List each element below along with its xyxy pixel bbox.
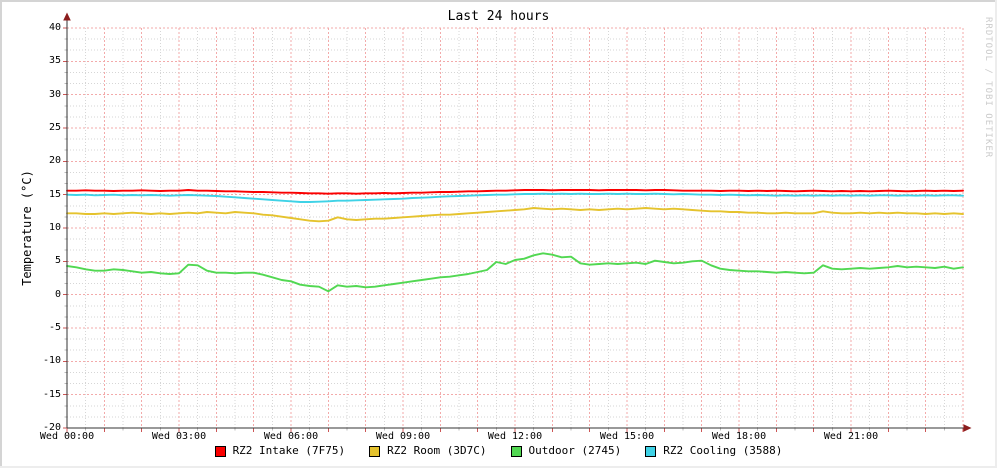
y-tick-label: 20 (48, 155, 61, 167)
y-tick-label: 40 (48, 22, 61, 33)
y-tick-label: 0 (54, 288, 61, 300)
frame-border-left (0, 0, 2, 468)
frame-border-bottom (0, 466, 997, 468)
legend-swatch-icon (510, 445, 522, 457)
legend-label: Outdoor (2745) (528, 444, 622, 457)
y-tick-label: 30 (48, 88, 61, 100)
series-line-rz2-intake-7f75 (66, 189, 964, 195)
legend-label: RZ2 Cooling (3588) (663, 444, 783, 457)
series-line-outdoor-2745 (66, 252, 964, 293)
legend: RZ2 Intake (7F75) RZ2 Room (3D7C) Outdoor … (0, 445, 997, 457)
legend-label: RZ2 Intake (7F75) (232, 444, 346, 457)
legend-item: RZ2 Room (3D7C) (369, 444, 487, 457)
x-tick-label: Wed 06:00 (263, 431, 319, 442)
y-tick-label: -5 (48, 322, 61, 333)
series-line-rz2-room-3d7c (66, 207, 964, 223)
x-tick-label: Wed 09:00 (375, 431, 431, 442)
y-tick-label: 10 (48, 222, 61, 233)
chart-title: Last 24 hours (447, 9, 550, 24)
x-axis-arrow-icon (963, 424, 972, 432)
legend-swatch-icon (369, 445, 381, 457)
y-tick-label: -15 (42, 388, 61, 400)
legend-item: RZ2 Intake (7F75) (214, 444, 346, 457)
y-tick-label: 15 (48, 188, 61, 200)
frame-border-right (995, 0, 997, 468)
legend-swatch-icon (214, 445, 226, 457)
y-tick-label: 35 (48, 55, 61, 67)
y-tick-label: -20 (42, 422, 61, 433)
y-tick-label: 25 (48, 122, 61, 133)
legend-item: Outdoor (2745) (510, 444, 622, 457)
series-line-rz2-cooling-3588 (66, 192, 964, 203)
x-tick-label: Wed 18:00 (711, 431, 767, 442)
legend-item: RZ2 Cooling (3588) (645, 445, 782, 457)
x-tick-label: Wed 00:00 (39, 431, 95, 442)
watermark: RRDTOOL / TOBI OETIKER (983, 17, 993, 159)
x-tick-label: Wed 21:00 (823, 431, 879, 442)
frame-border-top (0, 0, 997, 2)
legend-swatch-icon (645, 445, 657, 457)
y-tick-label: 5 (54, 255, 61, 267)
y-axis-arrow-icon (63, 12, 71, 21)
x-tick-label: Wed 03:00 (151, 431, 207, 442)
x-tick-label: Wed 12:00 (487, 431, 543, 442)
y-tick-label: -10 (42, 355, 61, 367)
x-tick-label: Wed 15:00 (599, 431, 655, 442)
legend-label: RZ2 Room (3D7C) (387, 444, 487, 457)
